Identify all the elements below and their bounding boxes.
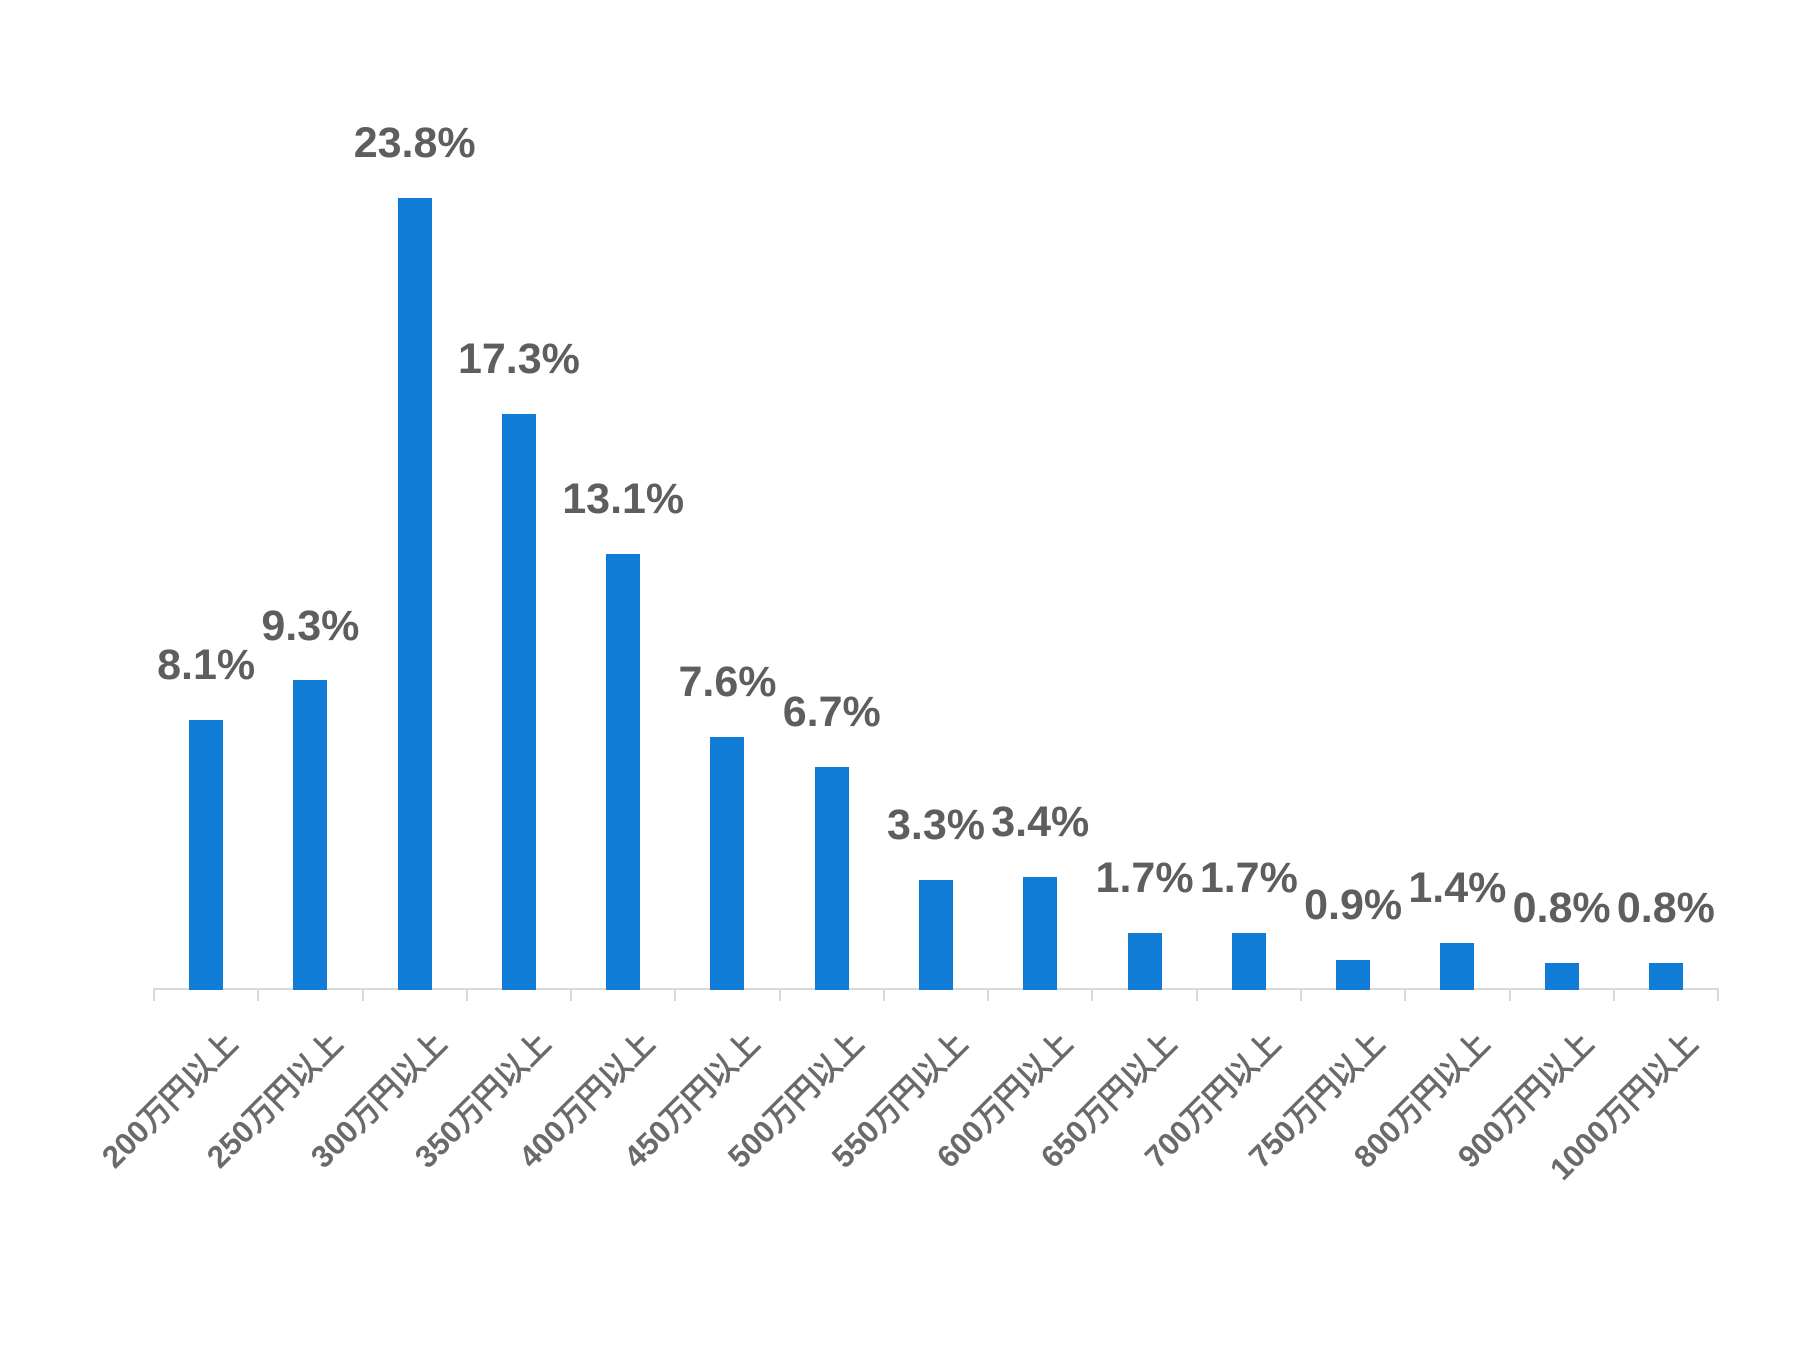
- value-label: 1.4%: [1408, 864, 1507, 913]
- bar: [1023, 876, 1058, 990]
- x-axis-tick: [570, 988, 573, 1001]
- bar: [1544, 963, 1579, 990]
- x-axis-tick: [257, 988, 260, 1001]
- x-axis-tick: [1717, 988, 1720, 1001]
- value-label: 13.1%: [562, 475, 685, 524]
- value-label: 8.1%: [157, 641, 256, 690]
- value-label: 17.3%: [457, 335, 580, 384]
- value-label: 3.4%: [991, 797, 1090, 846]
- bar: [1231, 933, 1266, 990]
- x-axis-tick: [361, 988, 364, 1001]
- bar: [189, 720, 224, 990]
- x-axis-tick: [1299, 988, 1302, 1001]
- bar: [1336, 960, 1371, 990]
- x-axis-tick: [674, 988, 677, 1001]
- bar: [1127, 933, 1162, 990]
- bar: [606, 554, 641, 990]
- value-label: 0.9%: [1304, 881, 1403, 930]
- x-axis-tick: [882, 988, 885, 1001]
- value-label: 7.6%: [678, 658, 777, 707]
- value-label: 1.7%: [1199, 854, 1298, 903]
- x-axis-tick: [1508, 988, 1511, 1001]
- value-label: 3.3%: [887, 801, 986, 850]
- value-label: 1.7%: [1095, 854, 1194, 903]
- x-axis-tick: [1091, 988, 1094, 1001]
- x-axis-tick: [153, 988, 155, 1001]
- x-axis-tick: [1612, 988, 1615, 1001]
- x-axis-tick: [1195, 988, 1198, 1001]
- bar: [1648, 963, 1683, 990]
- bar: [293, 680, 328, 990]
- bar: [501, 414, 536, 990]
- x-axis-tick: [465, 988, 468, 1001]
- bar: [814, 767, 849, 990]
- value-label: 0.8%: [1512, 884, 1611, 933]
- value-label: 23.8%: [353, 118, 476, 167]
- bar: [919, 880, 954, 990]
- bar: [397, 197, 432, 990]
- x-axis-tick: [987, 988, 990, 1001]
- bar: [710, 737, 745, 990]
- bar: [1440, 943, 1475, 990]
- x-axis-tick: [1404, 988, 1407, 1001]
- value-label: 9.3%: [261, 601, 360, 650]
- value-label: 6.7%: [782, 688, 881, 737]
- value-label: 0.8%: [1616, 884, 1715, 933]
- x-axis-tick: [778, 988, 781, 1001]
